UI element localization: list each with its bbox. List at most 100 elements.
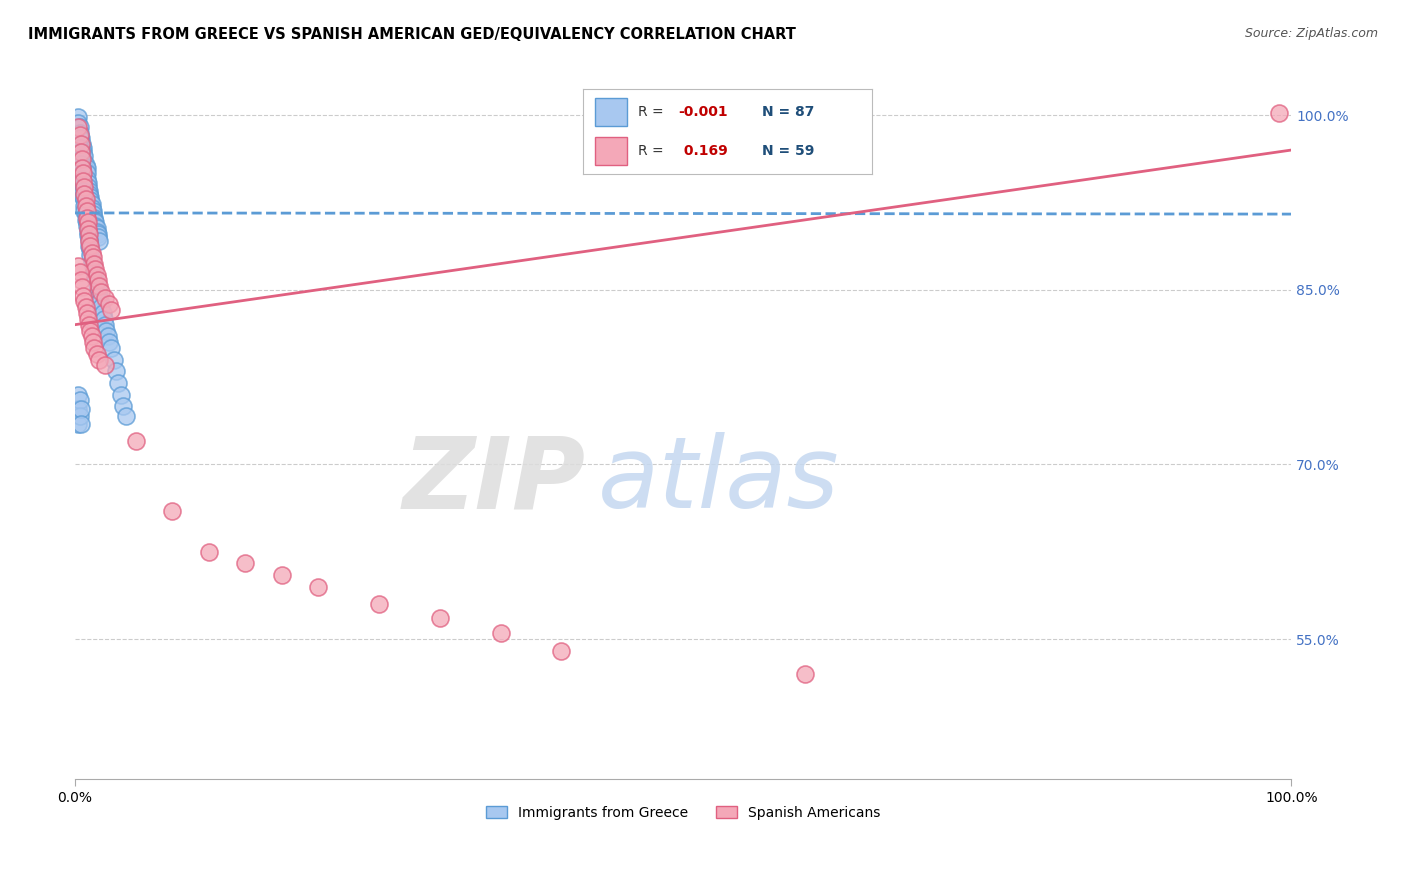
Point <box>75 199 97 213</box>
Point <box>105 364 128 378</box>
Point <box>77 215 100 229</box>
Point <box>79 242 101 256</box>
Point <box>67 120 90 134</box>
Point <box>83 265 105 279</box>
Point <box>77 222 100 236</box>
Point <box>73 154 96 169</box>
Point <box>84 219 107 233</box>
Point <box>1268 105 1291 120</box>
Point <box>82 203 104 218</box>
Point <box>90 300 112 314</box>
Point <box>69 131 91 145</box>
Point <box>73 192 96 206</box>
Point <box>94 318 117 332</box>
Point <box>233 557 256 571</box>
Point <box>793 667 815 681</box>
Point <box>91 306 114 320</box>
Point <box>83 257 105 271</box>
Point <box>77 180 100 194</box>
Point <box>76 219 98 233</box>
Point <box>69 273 91 287</box>
Point <box>80 201 103 215</box>
Point <box>77 312 100 326</box>
Point <box>69 131 91 145</box>
Point <box>80 253 103 268</box>
Point <box>93 312 115 326</box>
Point <box>84 215 107 229</box>
Point <box>69 145 91 160</box>
Point <box>70 153 93 167</box>
Point <box>75 192 97 206</box>
FancyBboxPatch shape <box>595 98 627 127</box>
Point <box>72 174 94 188</box>
Point <box>67 111 90 125</box>
Point <box>75 158 97 172</box>
Point <box>73 149 96 163</box>
Point <box>80 196 103 211</box>
Point <box>107 376 129 390</box>
Point <box>90 285 112 299</box>
Text: 0.169: 0.169 <box>679 145 727 158</box>
Point <box>73 199 96 213</box>
Point <box>76 172 98 186</box>
Point <box>96 324 118 338</box>
Point <box>72 189 94 203</box>
Point <box>72 141 94 155</box>
Text: R =: R = <box>638 145 668 158</box>
Point <box>77 227 100 241</box>
Point <box>100 341 122 355</box>
Point <box>270 568 292 582</box>
Point <box>70 280 93 294</box>
Point <box>70 161 93 175</box>
Point <box>73 203 96 218</box>
Point <box>73 180 96 194</box>
Point <box>69 151 91 165</box>
Point <box>114 409 136 423</box>
Point <box>75 300 97 314</box>
Point <box>84 271 107 285</box>
Point <box>79 189 101 203</box>
Point <box>80 329 103 343</box>
Point <box>100 302 122 317</box>
Point <box>112 399 135 413</box>
Point <box>80 245 103 260</box>
Point <box>86 277 108 291</box>
Point <box>87 288 110 302</box>
Text: N = 87: N = 87 <box>762 105 814 119</box>
Point <box>72 145 94 160</box>
Point <box>67 116 90 130</box>
Point <box>77 233 100 247</box>
Point <box>550 644 572 658</box>
Point <box>75 162 97 177</box>
Point <box>76 161 98 175</box>
Point <box>124 434 146 449</box>
Point <box>69 157 91 171</box>
Point <box>89 294 111 309</box>
Point <box>94 291 117 305</box>
Point <box>83 341 105 355</box>
Point <box>70 172 93 186</box>
Point <box>160 504 183 518</box>
Point <box>87 227 110 241</box>
Point <box>83 211 105 225</box>
Point <box>82 207 104 221</box>
Text: ZIP: ZIP <box>402 432 586 529</box>
Point <box>489 626 512 640</box>
Point <box>77 238 100 252</box>
Point <box>76 203 98 218</box>
Point <box>69 126 91 140</box>
Point <box>69 265 91 279</box>
Point <box>76 215 98 229</box>
Point <box>76 166 98 180</box>
Text: N = 59: N = 59 <box>762 145 814 158</box>
Point <box>87 352 110 367</box>
Point <box>69 145 91 160</box>
Point <box>72 166 94 180</box>
Text: IMMIGRANTS FROM GREECE VS SPANISH AMERICAN GED/EQUIVALENCY CORRELATION CHART: IMMIGRANTS FROM GREECE VS SPANISH AMERIC… <box>28 27 796 42</box>
Text: Source: ZipAtlas.com: Source: ZipAtlas.com <box>1244 27 1378 40</box>
Point <box>82 260 104 274</box>
Point <box>73 187 96 202</box>
Point <box>69 137 91 152</box>
Point <box>77 187 100 202</box>
Point <box>96 329 118 343</box>
